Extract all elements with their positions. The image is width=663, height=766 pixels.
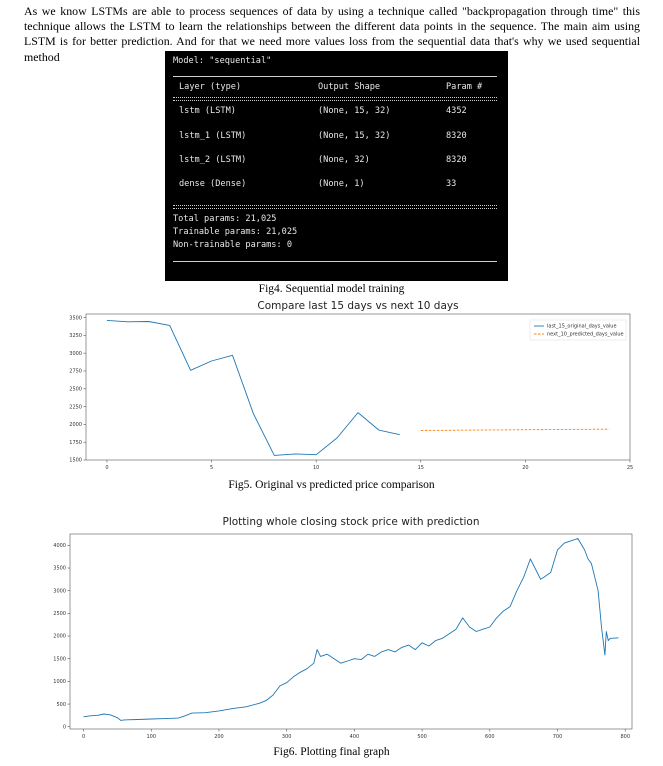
row-layer: dense (Dense) [179, 179, 247, 189]
x-tick-label: 500 [417, 734, 427, 740]
legend-label: next_10_predicted_days_value [547, 332, 624, 338]
non-trainable-params: Non-trainable params: 0 [173, 240, 292, 250]
header-params: Param # [446, 82, 483, 92]
row-layer: lstm_2 (LSTM) [179, 155, 247, 165]
x-tick-label: 25 [627, 465, 633, 471]
y-tick-label: 3500 [53, 566, 66, 572]
comparison-chart: Compare last 15 days vs next 10 days 0 5 10… [69, 300, 633, 471]
row-shape: (None, 15, 32) [318, 106, 391, 116]
row-params: 8320 [446, 131, 467, 141]
plot-frame [85, 313, 631, 461]
x-tick-label: 10 [313, 465, 319, 471]
summary-rule-double [173, 97, 497, 101]
y-tick-label: 2750 [69, 369, 82, 375]
legend-label: last_15_original_days_value [547, 324, 617, 330]
x-tick-label: 5 [210, 465, 213, 471]
x-tick-label: 200 [214, 734, 224, 740]
total-params: Total params: 21,025 [173, 214, 277, 224]
row-layer: lstm (LSTM) [179, 106, 236, 116]
x-tick-label: 0 [105, 465, 108, 471]
x-tick-label: 100 [146, 734, 156, 740]
fig6-caption: Fig6. Plotting final graph [273, 746, 390, 758]
y-tick-label: 2250 [69, 404, 82, 410]
y-tick-label: 3250 [69, 333, 82, 339]
x-tick-label: 0 [82, 734, 85, 740]
chart-title: Plotting whole closing stock price with … [223, 516, 480, 528]
y-tick-label: 2000 [69, 422, 82, 428]
y-tick-label: 3500 [69, 315, 82, 321]
trainable-params: Trainable params: 21,025 [173, 227, 298, 237]
closing-price-chart: Plotting whole closing stock price with … [53, 516, 633, 740]
y-tick-label: 2500 [69, 386, 82, 392]
y-tick-label: 4000 [53, 543, 66, 549]
series-line [106, 319, 400, 456]
row-params: 8320 [446, 155, 467, 165]
plot-frame [69, 533, 633, 730]
row-layer: lstm_1 (LSTM) [179, 131, 247, 141]
series-line [420, 428, 610, 431]
row-shape: (None, 32) [318, 155, 370, 165]
fig4-caption: Fig4. Sequential model training [258, 283, 405, 295]
summary-rule-top [173, 76, 497, 77]
chart-title: Compare last 15 days vs next 10 days [257, 300, 458, 312]
x-tick-label: 300 [282, 734, 292, 740]
x-tick-label: 600 [485, 734, 495, 740]
row-params: 33 [446, 179, 457, 189]
x-tick-label: 700 [553, 734, 563, 740]
model-summary-terminal: Model: "sequential" Layer (type) Output … [165, 51, 508, 281]
x-tick-label: 800 [620, 734, 630, 740]
x-tick-label: 400 [350, 734, 360, 740]
y-tick-label: 500 [56, 702, 66, 708]
y-tick-label: 0 [63, 724, 66, 730]
header-layer: Layer (type) [179, 82, 242, 92]
y-tick-label: 1500 [69, 458, 82, 464]
summary-rule-bottom [173, 261, 497, 262]
y-tick-label: 3000 [69, 351, 82, 357]
legend-box [529, 319, 627, 341]
model-name-line: Model: "sequential" [173, 56, 272, 66]
fig5-caption: Fig5. Original vs predicted price compar… [228, 479, 435, 491]
series-line [83, 538, 619, 721]
x-tick-label: 20 [522, 465, 528, 471]
y-tick-label: 1750 [69, 440, 82, 446]
y-tick-label: 1500 [53, 656, 66, 662]
y-tick-label: 3000 [53, 588, 66, 594]
row-shape: (None, 1) [318, 179, 365, 189]
summary-rule-double [173, 205, 497, 209]
row-params: 4352 [446, 106, 467, 116]
header-shape: Output Shape [318, 82, 381, 92]
y-tick-label: 2500 [53, 611, 66, 617]
y-tick-label: 2000 [53, 634, 66, 640]
body-paragraph: As we know LSTMs are able to process seq… [24, 4, 640, 64]
y-tick-label: 1000 [53, 679, 66, 685]
x-tick-label: 15 [418, 465, 424, 471]
row-shape: (None, 15, 32) [318, 131, 391, 141]
